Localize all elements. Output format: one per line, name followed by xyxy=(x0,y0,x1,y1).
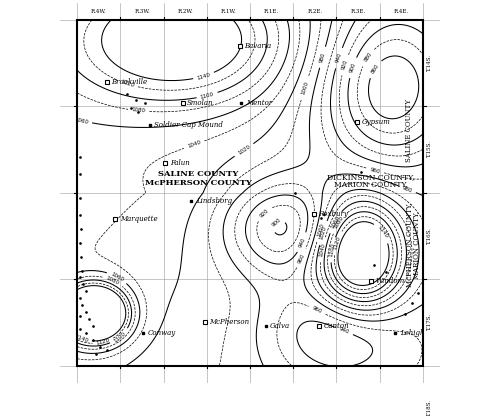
Text: Lindsborg: Lindsborg xyxy=(196,198,232,206)
Text: 1120: 1120 xyxy=(332,235,342,250)
Text: Gypsum: Gypsum xyxy=(362,118,390,126)
Text: Marquette: Marquette xyxy=(120,215,158,223)
Text: 1100: 1100 xyxy=(200,92,214,99)
Text: MARION COUNTY.: MARION COUNTY. xyxy=(334,181,408,189)
Text: 1020: 1020 xyxy=(237,144,251,156)
Text: SALINE COUNTY: SALINE COUNTY xyxy=(158,170,238,178)
Text: 1060: 1060 xyxy=(110,272,124,282)
Text: R.1W.: R.1W. xyxy=(220,9,236,14)
Text: 1120: 1120 xyxy=(120,79,135,89)
Text: 980: 980 xyxy=(319,52,326,63)
Text: DICKINSON COUNTY,: DICKINSON COUNTY, xyxy=(327,173,414,181)
Text: Smolan: Smolan xyxy=(187,99,214,107)
Text: 940: 940 xyxy=(335,52,343,64)
Text: 960: 960 xyxy=(370,167,381,174)
Text: 1100: 1100 xyxy=(328,242,336,257)
Text: 920: 920 xyxy=(259,208,270,218)
Text: 1020: 1020 xyxy=(318,225,328,240)
Text: 1140: 1140 xyxy=(74,334,89,343)
Text: 1140: 1140 xyxy=(376,225,388,239)
Text: Galva: Galva xyxy=(270,322,290,330)
Text: 1080: 1080 xyxy=(333,215,344,230)
Text: R.3W.: R.3W. xyxy=(134,9,150,14)
Text: Roxbury: Roxbury xyxy=(318,210,348,218)
Text: 860: 860 xyxy=(370,63,380,74)
Text: Conway: Conway xyxy=(148,329,176,337)
Text: Brookville: Brookville xyxy=(111,78,147,86)
Text: 1060: 1060 xyxy=(74,116,89,125)
Text: McPHERSON COUNTY,: McPHERSON COUNTY, xyxy=(405,202,413,287)
Text: 1120: 1120 xyxy=(96,338,110,346)
Text: 880: 880 xyxy=(363,52,373,63)
Text: Falun: Falun xyxy=(170,159,190,168)
Text: 900: 900 xyxy=(348,62,356,73)
Text: T.15S.: T.15S. xyxy=(427,141,432,158)
Text: 1040: 1040 xyxy=(318,242,326,257)
Text: 1000: 1000 xyxy=(316,222,324,237)
Text: 900: 900 xyxy=(271,218,282,228)
Text: MARION COUNTY.: MARION COUNTY. xyxy=(412,210,420,279)
Text: Canton: Canton xyxy=(324,322,349,330)
Text: McPHERSON COUNTY: McPHERSON COUNTY xyxy=(144,179,252,187)
Text: 1000: 1000 xyxy=(300,80,310,95)
Text: 1080: 1080 xyxy=(132,107,146,114)
Text: 1060: 1060 xyxy=(330,215,340,229)
Text: 1140: 1140 xyxy=(196,72,211,80)
Text: Lehigh: Lehigh xyxy=(400,329,424,337)
Text: Windom: Windom xyxy=(376,277,404,285)
Text: T.14S.: T.14S. xyxy=(427,55,432,72)
Text: 960: 960 xyxy=(312,306,323,315)
Text: McPherson: McPherson xyxy=(210,318,250,327)
Text: 920: 920 xyxy=(341,59,349,71)
Text: 1040: 1040 xyxy=(186,140,202,149)
Text: 940: 940 xyxy=(338,327,350,335)
Text: R.2E.: R.2E. xyxy=(307,9,322,14)
Text: R.1E.: R.1E. xyxy=(264,9,279,14)
Text: R.3E.: R.3E. xyxy=(350,9,366,14)
Text: T.18S.: T.18S. xyxy=(427,400,432,416)
Text: R.4E.: R.4E. xyxy=(394,9,409,14)
Text: 960: 960 xyxy=(298,253,306,264)
Text: SALINE COUNTY: SALINE COUNTY xyxy=(405,99,413,162)
Text: Bavaria: Bavaria xyxy=(244,42,272,50)
Text: R.4W.: R.4W. xyxy=(91,9,106,14)
Text: T.16S.: T.16S. xyxy=(427,228,432,245)
Text: 1080: 1080 xyxy=(106,275,120,286)
Text: T.17S.: T.17S. xyxy=(427,314,432,331)
Text: 1100: 1100 xyxy=(112,331,126,344)
Text: 980: 980 xyxy=(402,185,413,193)
Text: 940: 940 xyxy=(298,237,306,248)
Text: Soldier Cap Mound: Soldier Cap Mound xyxy=(154,121,223,129)
Text: R.2W.: R.2W. xyxy=(178,9,193,14)
Text: Mentor: Mentor xyxy=(246,99,272,107)
